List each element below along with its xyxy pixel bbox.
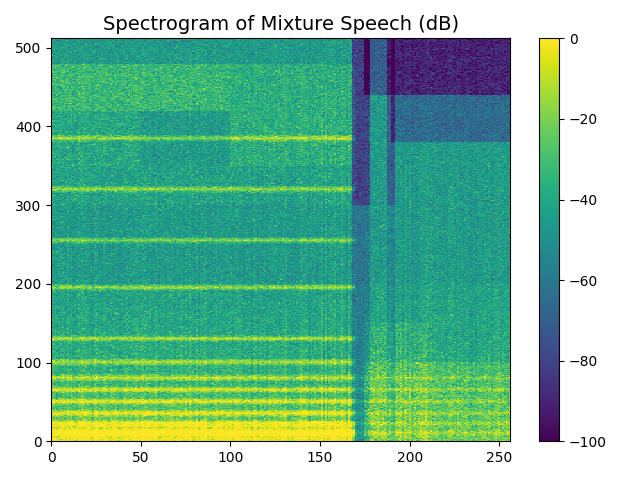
Title: Spectrogram of Mixture Speech (dB): Spectrogram of Mixture Speech (dB) bbox=[102, 15, 459, 34]
